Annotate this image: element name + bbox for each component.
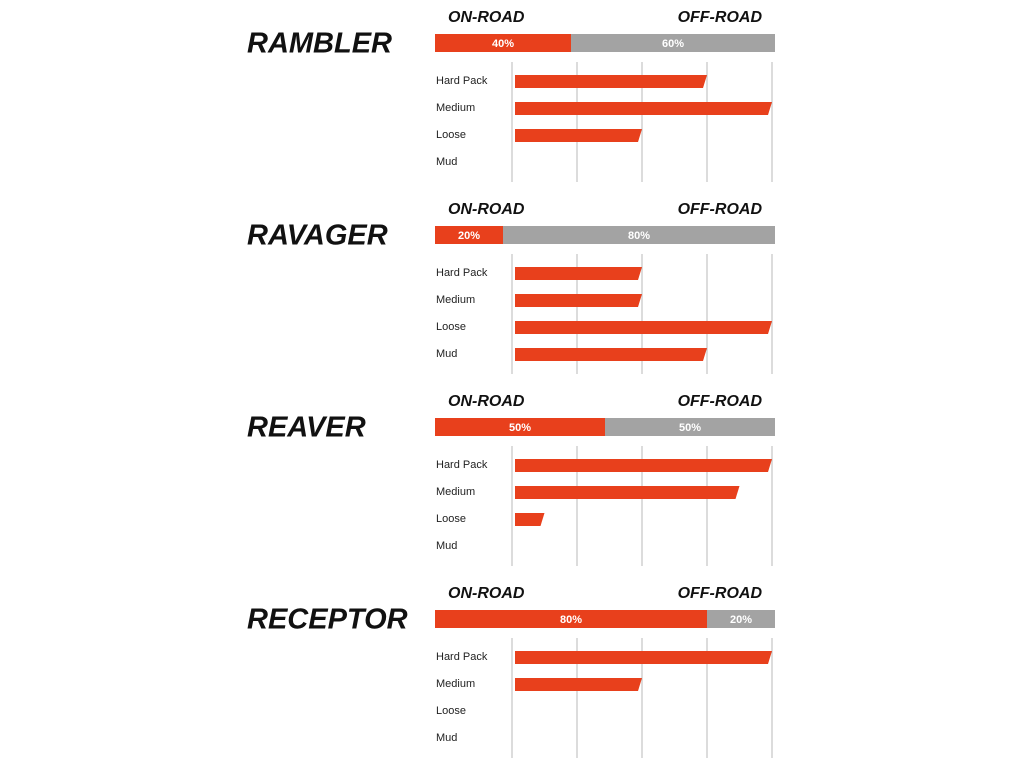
split-segment (605, 418, 775, 436)
category-label: Medium (436, 294, 475, 306)
split-label: 20% (458, 230, 480, 242)
bar (515, 513, 545, 526)
bar (515, 321, 772, 334)
split-label: 20% (730, 614, 752, 626)
category-label: Medium (436, 486, 475, 498)
category-label: Hard Pack (436, 459, 488, 471)
tire-title: REAVER (247, 412, 366, 444)
bar (515, 129, 642, 142)
split-label: 60% (662, 38, 684, 50)
split-segment (435, 226, 503, 244)
road-label: OFF-ROAD (678, 201, 763, 218)
bar (515, 678, 642, 691)
split-segment (435, 610, 707, 628)
category-label: Mud (436, 348, 457, 360)
split-segment (707, 610, 775, 628)
category-label: Medium (436, 102, 475, 114)
split-segment (435, 34, 571, 52)
category-label: Mud (436, 540, 457, 552)
category-label: Loose (436, 705, 466, 717)
tire-title: RAMBLER (247, 28, 392, 60)
bar (515, 102, 772, 115)
split-segment (503, 226, 775, 244)
road-label: ON-ROAD (448, 201, 525, 218)
road-label: OFF-ROAD (678, 585, 763, 602)
split-label: 80% (560, 614, 582, 626)
tire-title: RAVAGER (247, 220, 388, 252)
road-label: OFF-ROAD (678, 9, 763, 26)
split-label: 50% (509, 422, 531, 434)
split-label: 40% (492, 38, 514, 50)
split-segment (571, 34, 775, 52)
bar (515, 651, 772, 664)
tire-title: RECEPTOR (247, 604, 408, 636)
bar (515, 486, 740, 499)
category-label: Mud (436, 732, 457, 744)
category-label: Loose (436, 513, 466, 525)
bar (515, 75, 707, 88)
split-label: 50% (679, 422, 701, 434)
split-label: 80% (628, 230, 650, 242)
bar (515, 348, 707, 361)
road-label: ON-ROAD (448, 393, 525, 410)
bar (515, 459, 772, 472)
road-label: ON-ROAD (448, 9, 525, 26)
category-label: Loose (436, 321, 466, 333)
category-label: Hard Pack (436, 651, 488, 663)
road-label: OFF-ROAD (678, 393, 763, 410)
split-segment (435, 418, 605, 436)
category-label: Hard Pack (436, 267, 488, 279)
category-label: Hard Pack (436, 75, 488, 87)
category-label: Mud (436, 156, 457, 168)
road-label: ON-ROAD (448, 585, 525, 602)
bar (515, 267, 642, 280)
category-label: Medium (436, 678, 475, 690)
bar (515, 294, 642, 307)
category-label: Loose (436, 129, 466, 141)
